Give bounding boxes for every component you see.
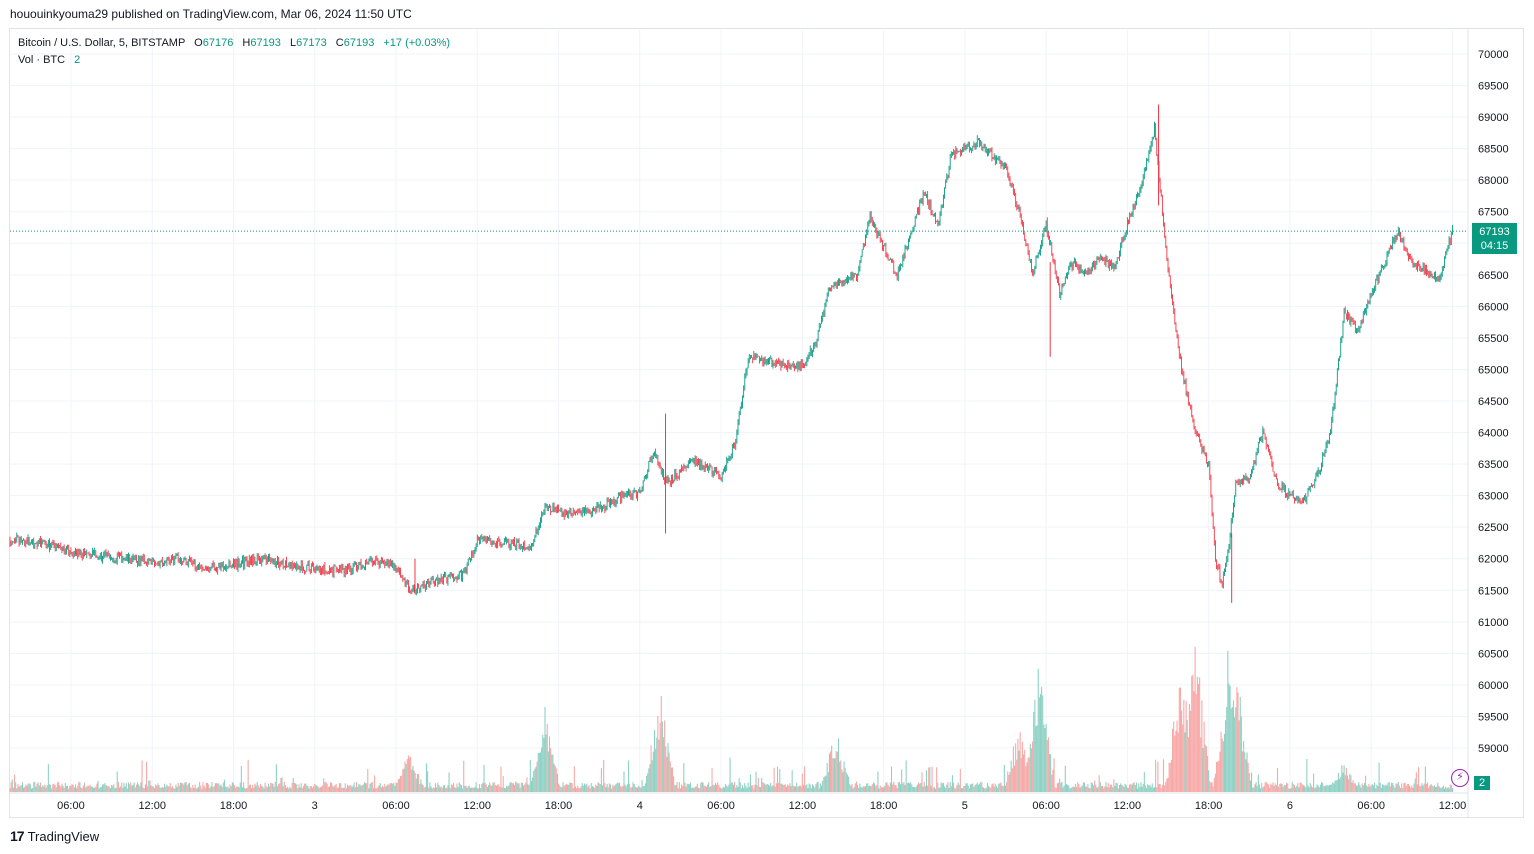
x-tick-label: 06:00 (1032, 800, 1060, 812)
y-tick-label: 64000 (1478, 428, 1509, 440)
x-tick-label: 12:00 (138, 800, 166, 812)
y-tick-label: 68500 (1478, 144, 1509, 156)
last-price-label: 67193 (1479, 226, 1510, 238)
y-tick-label: 68000 (1478, 175, 1509, 187)
x-tick-label: 06:00 (382, 800, 410, 812)
y-tick-label: 60500 (1478, 648, 1509, 660)
y-tick-label: 65500 (1478, 333, 1509, 345)
low-label: L (289, 37, 297, 49)
x-tick-label: 5 (962, 800, 968, 812)
y-tick-label: 69000 (1478, 112, 1509, 124)
ohlc-line: Bitcoin / U.S. Dollar, 5, BITSTAMP O6717… (18, 35, 450, 52)
y-tick-label: 63500 (1478, 459, 1509, 471)
volume-badge: 2 (1474, 776, 1490, 790)
chart-frame[interactable] (9, 28, 1524, 818)
close-value: 67193 (343, 37, 375, 49)
x-tick-label: 12:00 (1114, 800, 1142, 812)
y-tick-label: 60000 (1478, 680, 1509, 692)
low-value: 67173 (296, 37, 327, 49)
volume-value: 2 (74, 54, 81, 66)
y-tick-label: 66500 (1478, 270, 1509, 282)
x-tick-label: 4 (637, 800, 643, 812)
tradingview-logo[interactable]: 17 TradingView (10, 828, 99, 844)
tradingview-logo-text: TradingView (27, 828, 100, 844)
y-tick-label: 59500 (1478, 711, 1509, 723)
y-tick-label: 59000 (1478, 743, 1509, 755)
x-tick-label: 6 (1287, 800, 1293, 812)
change-value: +17 (+0.03%) (383, 37, 451, 49)
y-tick-label: 61000 (1478, 617, 1509, 629)
x-tick-label: 06:00 (1357, 800, 1385, 812)
symbol-title[interactable]: Bitcoin / U.S. Dollar, 5, BITSTAMP (18, 37, 186, 49)
last-price-badge: 67193 04:15 (1472, 223, 1517, 254)
y-tick-label: 70000 (1478, 49, 1509, 61)
chart-legend: Bitcoin / U.S. Dollar, 5, BITSTAMP O6717… (18, 35, 450, 69)
x-tick-label: 18:00 (1195, 800, 1223, 812)
tradingview-logo-icon: 17 (10, 828, 25, 844)
x-tick-label: 18:00 (220, 800, 248, 812)
y-tick-label: 66000 (1478, 301, 1509, 313)
y-tick-label: 67500 (1478, 207, 1509, 219)
open-value: 67176 (202, 37, 234, 49)
lightning-icon[interactable]: ⚡ (1451, 769, 1469, 787)
y-tick-label: 64500 (1478, 396, 1509, 408)
x-tick-label: 06:00 (57, 800, 85, 812)
y-tick-label: 63000 (1478, 491, 1509, 503)
high-label: H (242, 37, 251, 49)
x-tick-label: 12:00 (789, 800, 817, 812)
open-label: O (194, 37, 203, 49)
x-tick-label: 3 (312, 800, 318, 812)
x-tick-label: 12:00 (1439, 800, 1467, 812)
x-tick-label: 18:00 (870, 800, 898, 812)
y-tick-label: 62000 (1478, 554, 1509, 566)
high-value: 67193 (250, 37, 281, 49)
y-tick-label: 69500 (1478, 81, 1509, 93)
x-tick-label: 18:00 (545, 800, 573, 812)
y-tick-label: 62500 (1478, 522, 1509, 534)
publish-info: hououinkyouma29 published on TradingView… (10, 7, 412, 21)
x-tick-label: 06:00 (707, 800, 735, 812)
y-tick-label: 61500 (1478, 585, 1509, 597)
close-label: C (335, 37, 344, 49)
x-tick-label: 12:00 (464, 800, 492, 812)
y-tick-label: 65000 (1478, 364, 1509, 376)
volume-line: Vol · BTC 2 (18, 52, 450, 69)
volume-label[interactable]: Vol · BTC (18, 54, 66, 66)
bar-countdown: 04:15 (1480, 240, 1509, 252)
